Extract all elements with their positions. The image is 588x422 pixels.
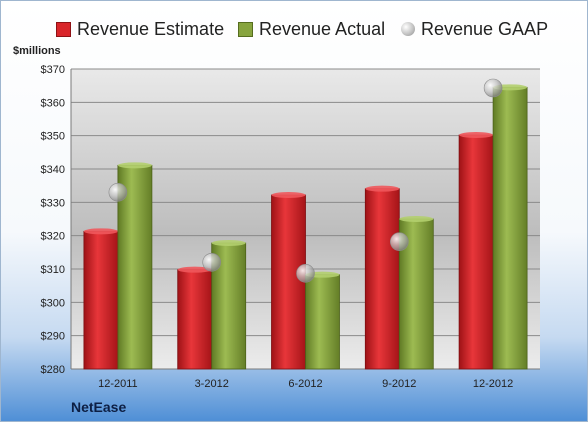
legend-item-revenue-gaap: Revenue GAAP (401, 15, 548, 43)
bar-revenue-estimate (83, 230, 119, 370)
legend-marker-revenue-gaap (401, 22, 415, 36)
y-tick-label: $330 (41, 197, 65, 209)
bar-revenue-estimate (364, 188, 400, 370)
y-tick-label: $370 (41, 64, 65, 76)
marker-revenue-gaap (389, 232, 409, 251)
bar-revenue-estimate-cap (271, 192, 306, 198)
x-tick-label: 3-2012 (195, 378, 229, 390)
legend-item-revenue-actual: Revenue Actual (238, 15, 385, 43)
y-tick-label: $350 (41, 131, 65, 143)
bar-revenue-actual (305, 274, 340, 370)
marker-revenue-gaap (483, 78, 503, 98)
y-tick-label: $340 (41, 164, 65, 176)
marker-revenue-gaap (202, 253, 221, 272)
legend-label-revenue-estimate: Revenue Estimate (77, 18, 225, 39)
legend: Revenue Estimate Revenue Actual Revenue … (1, 15, 587, 43)
bar-revenue-actual (492, 86, 528, 370)
bar-revenue-estimate (458, 134, 494, 370)
bar-revenue-estimate-cap (459, 132, 494, 138)
marker-revenue-gaap (296, 264, 315, 283)
legend-item-revenue-estimate: Revenue Estimate (56, 15, 224, 43)
bar-revenue-estimate-cap (83, 228, 118, 235)
x-tick-label: 9-2012 (382, 378, 416, 390)
bar-revenue-actual-cap (117, 162, 152, 169)
y-tick-label: $360 (41, 97, 65, 109)
bar-revenue-estimate-cap (365, 185, 400, 192)
bar-revenue-estimate (177, 269, 213, 370)
y-tick-label: $300 (41, 297, 65, 309)
legend-swatch-revenue-actual (238, 21, 253, 37)
legend-swatch-revenue-estimate (56, 21, 71, 37)
bar-revenue-actual-cap (211, 240, 246, 246)
x-tick-label: 6-2012 (288, 378, 322, 390)
y-tick-label: $320 (41, 231, 65, 243)
bar-revenue-estimate (271, 194, 306, 370)
x-tick-label: 12-2012 (473, 378, 513, 390)
legend-label-revenue-gaap: Revenue GAAP (421, 18, 549, 39)
bar-revenue-actual (398, 218, 434, 370)
y-tick-label: $310 (41, 264, 65, 276)
bar-revenue-actual-cap (399, 216, 434, 222)
bar-revenue-estimate-cap (177, 266, 212, 273)
marker-revenue-gaap (108, 183, 128, 202)
y-axis-unit-label: $millions (13, 45, 61, 57)
y-tick-label: $280 (41, 364, 65, 376)
company-name: NetEase (71, 399, 127, 415)
x-tick-label: 12-2011 (98, 378, 138, 390)
y-tick-label: $290 (41, 331, 65, 343)
legend-label-revenue-actual: Revenue Actual (259, 18, 386, 39)
